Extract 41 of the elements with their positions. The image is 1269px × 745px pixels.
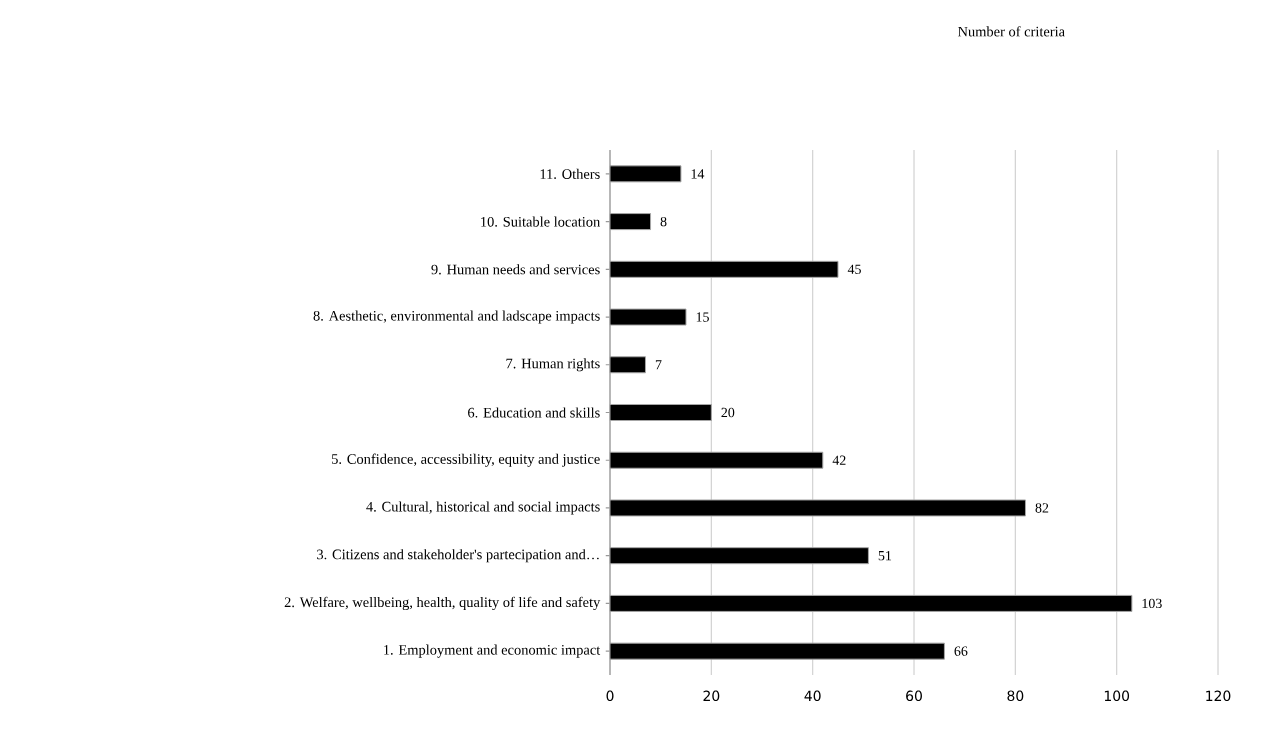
- data-label: 66: [954, 646, 968, 656]
- y-tick-label: 6. Education and skills: [468, 407, 600, 418]
- data-label: 15: [696, 312, 709, 322]
- bar: [609, 499, 1026, 517]
- bar: [609, 451, 824, 469]
- bar: [609, 547, 869, 565]
- y-tick-label: 5. Confidence, accessibility, equity and justice: [332, 453, 600, 467]
- y-tick-label: 4. Cultural, historical and social impacts: [366, 501, 600, 515]
- bar: [609, 594, 1133, 612]
- bar: [609, 308, 687, 326]
- y-tick-label: 11. Others: [540, 168, 600, 179]
- y-tick-label: 9. Human needs and services: [431, 264, 600, 275]
- bar: [609, 356, 646, 374]
- y-tick-label: 1. Employment and economic impact: [384, 644, 601, 658]
- y-tick-label: 8. Aesthetic, environmental and ladscape impacts: [313, 310, 600, 324]
- chart-title: Number of criteria: [957, 26, 1065, 37]
- data-label: 7: [655, 360, 662, 370]
- y-tick-label: 7. Human rights: [506, 358, 600, 372]
- x-tick-label: 20: [703, 690, 720, 702]
- data-label: 42: [832, 455, 846, 465]
- x-tick-label: 60: [906, 690, 922, 702]
- data-label: 51: [878, 551, 892, 561]
- data-label: 8: [660, 216, 667, 227]
- x-tick-label: 120: [1206, 690, 1231, 702]
- bar: [609, 213, 652, 231]
- data-label: 20: [721, 407, 735, 418]
- y-tick-label: 2. Welfare, wellbeing, health, quality of life and safety: [284, 596, 601, 611]
- bar: [609, 165, 682, 183]
- data-label: 82: [1035, 503, 1049, 513]
- data-label: 45: [847, 264, 861, 274]
- data-label: 103: [1142, 598, 1162, 609]
- y-tick-label: 3. Citizens and stakeholder's partecipation and…: [317, 549, 599, 563]
- bar: [609, 404, 712, 421]
- x-tick-label: 0: [606, 690, 614, 702]
- data-label: 14: [691, 169, 705, 179]
- x-tick-label: 100: [1104, 690, 1130, 702]
- bar: [609, 260, 839, 278]
- x-tick-label: 40: [804, 690, 821, 702]
- bar: [609, 642, 945, 660]
- x-tick-label: 80: [1007, 690, 1024, 702]
- y-tick-label: 10. Suitable location: [481, 216, 601, 227]
